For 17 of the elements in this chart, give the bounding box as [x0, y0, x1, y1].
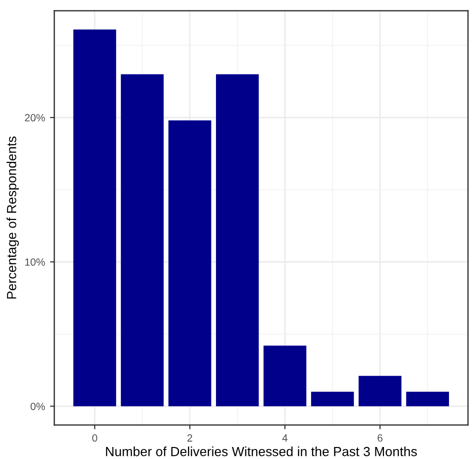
- bar: [264, 346, 306, 406]
- bar: [73, 29, 116, 406]
- bar: [120, 74, 164, 406]
- x-axis-title: Number of Deliveries Witnessed in the Past 3 Months: [106, 446, 417, 456]
- x-tick-label: 2: [187, 434, 192, 442]
- x-tick-label: 6: [378, 434, 382, 442]
- bar: [168, 120, 212, 406]
- x-tick-label: 4: [282, 434, 288, 442]
- bar: [216, 74, 259, 406]
- y-tick-label: 10%: [25, 258, 45, 266]
- x-tick-label: 0: [92, 434, 98, 442]
- bar: [406, 392, 449, 406]
- bar: [311, 392, 354, 406]
- y-tick-label: 0%: [30, 402, 45, 410]
- y-tick-label: 20%: [24, 114, 45, 122]
- y-axis-title: Percentage of Respondents: [6, 136, 19, 299]
- bar: [358, 376, 402, 406]
